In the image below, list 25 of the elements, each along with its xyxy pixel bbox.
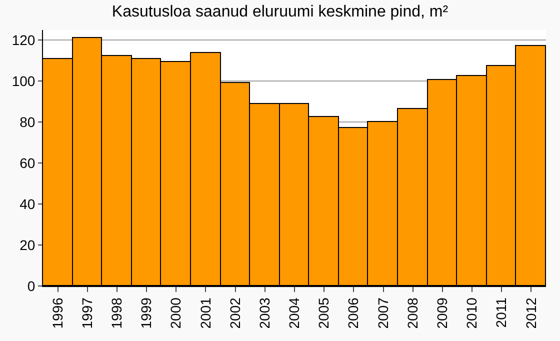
y-tick-label: 120 (12, 32, 36, 48)
y-tick-label: 40 (20, 196, 36, 212)
x-tick-label: 2011 (493, 297, 510, 328)
x-tick-label: 2001 (197, 297, 214, 329)
x-tick-label: 2003 (256, 297, 272, 329)
x-tick-label: 2004 (286, 297, 302, 329)
y-tick-label: 100 (12, 73, 36, 90)
x-tick-label: 1998 (108, 297, 125, 329)
chart-title: Kasutusloa saanud eluruumi keskmine pind, m² (112, 3, 449, 20)
x-tick-label: 1999 (138, 297, 154, 329)
x-tick-label: 2009 (434, 297, 450, 329)
x-tick-label: 2012 (522, 297, 539, 329)
x-tick-label: 2002 (226, 297, 243, 329)
x-tick-label: 2006 (345, 297, 362, 329)
x-tick-label: 2010 (464, 297, 480, 329)
y-tick-label: 80 (20, 114, 36, 130)
y-tick-label: 60 (20, 155, 36, 172)
x-tick-label: 2008 (404, 297, 420, 329)
x-tick-label: 2000 (168, 297, 184, 329)
y-tick-label: 20 (20, 236, 36, 253)
x-tick-label: 1996 (49, 297, 66, 329)
x-tick-label: 1997 (78, 297, 95, 329)
x-tick-label: 2005 (316, 297, 332, 329)
y-tick-label: 0 (27, 278, 36, 294)
x-tick-label: 2007 (374, 297, 391, 329)
